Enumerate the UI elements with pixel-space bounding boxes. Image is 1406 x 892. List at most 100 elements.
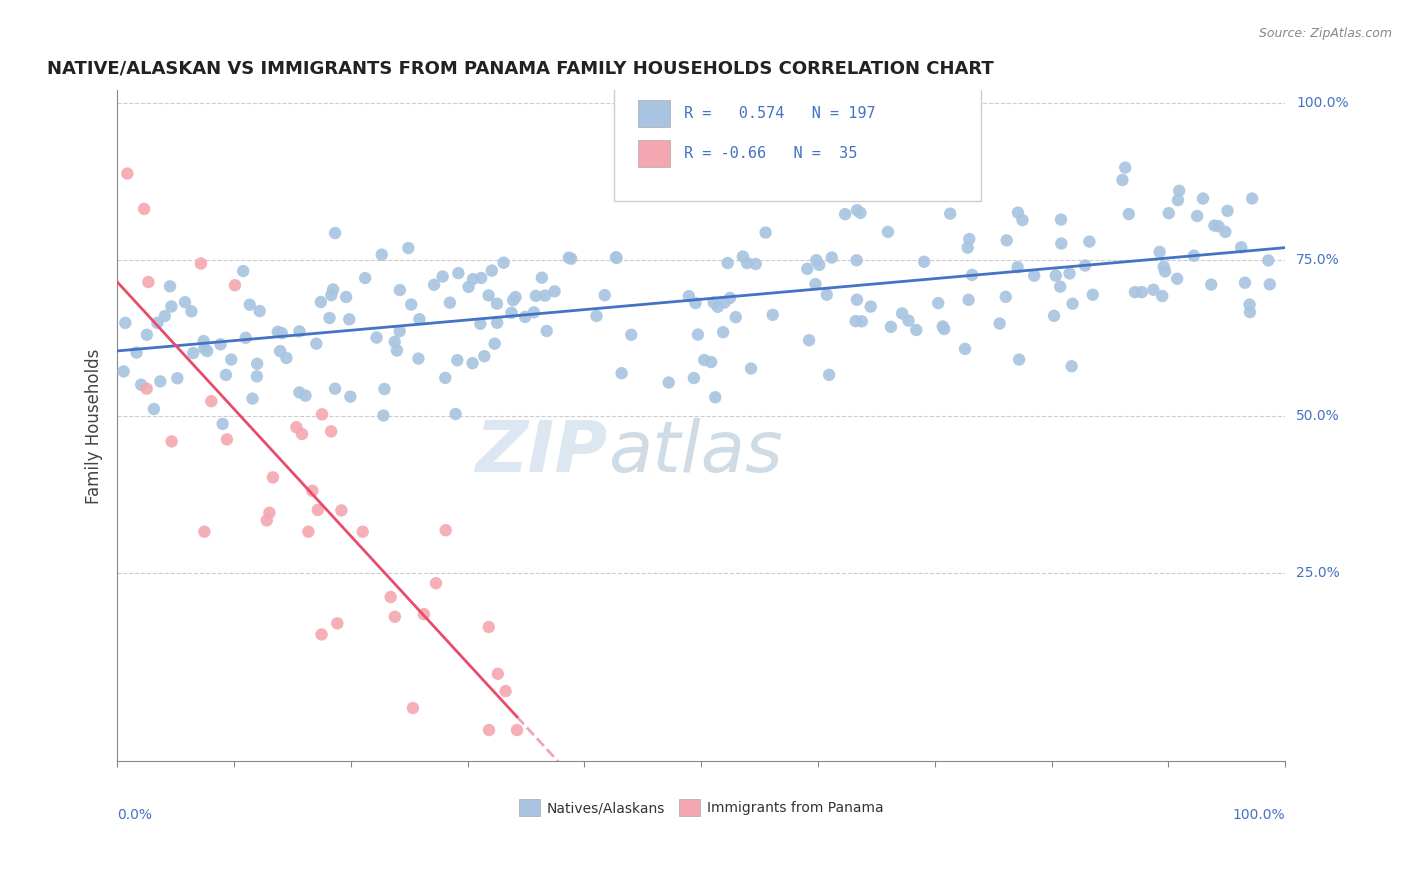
Point [1182,249,1205,263]
Point [593,288,616,302]
Point [242,392,264,406]
Point [291,427,314,442]
Point [135,382,157,396]
Point [492,256,515,270]
Point [851,314,873,328]
Point [506,723,529,737]
Point [297,524,319,539]
Point [159,279,181,293]
Point [1258,277,1281,292]
Point [1152,289,1174,303]
Point [523,305,546,319]
Point [311,407,333,421]
Point [323,382,346,396]
Point [1081,287,1104,301]
Point [988,317,1011,331]
Point [470,317,492,331]
Point [307,503,329,517]
Point [209,337,232,351]
Point [685,296,707,310]
Point [481,263,503,277]
Point [703,295,725,310]
Point [129,377,152,392]
Point [834,207,856,221]
Point [957,232,980,246]
Point [301,483,323,498]
Point [1008,352,1031,367]
Point [485,296,508,310]
Point [478,620,501,634]
Point [1114,161,1136,175]
Point [1204,219,1226,233]
Point [762,308,785,322]
Point [239,298,262,312]
Point [1078,235,1101,249]
FancyBboxPatch shape [638,100,669,127]
Point [505,290,527,304]
Point [558,251,581,265]
Point [1050,212,1073,227]
Point [461,356,484,370]
Point [501,306,523,320]
Point [425,576,447,591]
Point [905,323,928,337]
Point [956,241,979,255]
Point [135,327,157,342]
Point [994,290,1017,304]
Point [1168,184,1191,198]
Point [384,334,406,349]
Point [408,312,430,326]
Point [311,627,333,641]
Point [434,371,457,385]
Point [502,293,524,308]
Point [1239,305,1261,319]
Point [735,256,758,270]
Point [1062,297,1084,311]
Text: 25.0%: 25.0% [1296,566,1340,580]
Point [731,250,754,264]
Point [1154,264,1177,278]
Point [1149,244,1171,259]
Point [806,253,828,268]
Point [215,368,238,382]
Point [270,326,292,341]
Point [1049,279,1071,293]
Point [927,296,949,310]
Point [845,293,868,307]
Point [413,607,436,621]
Point [1233,276,1256,290]
Point [288,385,311,400]
FancyBboxPatch shape [638,140,669,167]
Point [849,206,872,220]
Point [322,283,344,297]
Point [352,524,374,539]
Point [897,313,920,327]
Point [323,226,346,240]
Point [160,300,183,314]
Text: 50.0%: 50.0% [1296,409,1340,424]
Point [1111,173,1133,187]
Point [146,316,169,330]
Point [321,288,343,302]
Point [373,409,395,423]
Point [305,336,328,351]
Point [638,184,661,198]
Point [330,503,353,517]
Point [114,316,136,330]
Point [388,283,411,297]
Point [1230,240,1253,254]
Point [193,334,215,348]
Point [957,293,980,307]
Point [249,304,271,318]
Point [536,324,558,338]
Point [1142,283,1164,297]
Point [658,376,681,390]
Point [262,470,284,484]
Point [683,371,706,385]
Point [309,295,332,310]
Point [524,289,547,303]
Point [388,324,411,338]
Point [337,312,360,326]
Point [513,310,536,324]
Point [534,288,557,302]
